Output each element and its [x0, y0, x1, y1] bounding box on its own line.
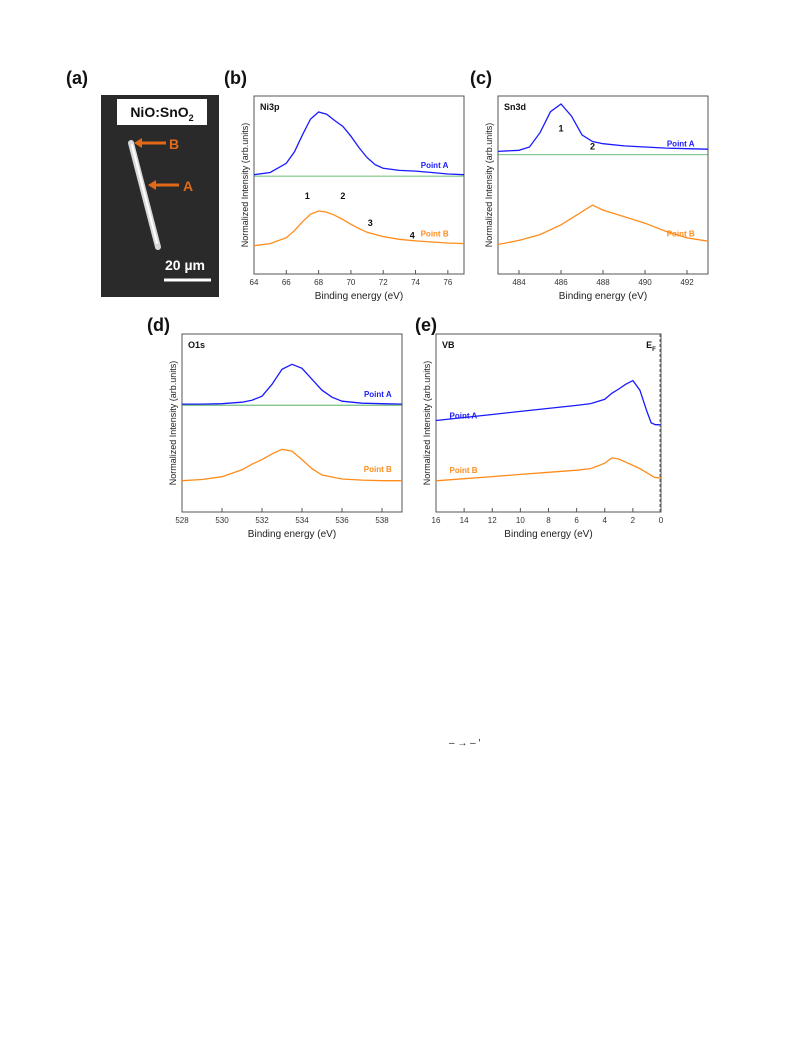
chart-title-b: Ni3p	[260, 102, 280, 112]
series-label: Point A	[667, 140, 695, 149]
series-line-point-a	[253, 111, 465, 176]
x-axis-label: Binding energy (eV)	[315, 291, 403, 302]
x-axis-label: Binding energy (eV)	[248, 529, 336, 540]
chart-o1s: O1s Normalized Intensity (arb.units) 528 53…	[168, 333, 403, 540]
plot-frame	[253, 95, 465, 275]
panel-label-c: (c)	[470, 68, 492, 88]
peak-label: 3	[368, 218, 373, 228]
series-label: Point B	[421, 230, 449, 239]
peak-label: 4	[410, 230, 415, 240]
peak-label: 2	[590, 141, 595, 151]
series-line-point-b	[253, 210, 465, 247]
chart-vb: VB Normalized Intensity (arb.units) 16 14 12…	[422, 333, 664, 540]
y-axis-label: Normalized Intensity (arb.units)	[484, 123, 494, 248]
x-axis-label: Binding energy (eV)	[504, 529, 592, 540]
y-axis-label: Normalized Intensity (arb.units)	[240, 123, 250, 248]
series-label: Point B	[364, 465, 392, 474]
panel-label-d: (d)	[147, 315, 170, 335]
marker-b-label: B	[169, 136, 179, 152]
series-label: Point A	[364, 390, 392, 399]
panel-label-b: (b)	[224, 68, 247, 88]
series-label: Point B	[450, 466, 478, 475]
chart-title-d: O1s	[188, 340, 205, 350]
x-tick-label: 484	[512, 278, 526, 287]
x-tick-label: 536	[335, 516, 349, 525]
series-label: Point A	[421, 161, 449, 170]
x-tick-label: 532	[255, 516, 269, 525]
x-tick-label: 12	[488, 516, 497, 525]
x-tick-label: 10	[516, 516, 525, 525]
panel-label-a: (a)	[66, 68, 88, 88]
x-tick-label: 534	[295, 516, 309, 525]
series-line-point-b	[497, 204, 709, 246]
chart-title-e: VB	[442, 340, 455, 350]
x-tick-label: 486	[554, 278, 568, 287]
x-tick-label: 492	[680, 278, 694, 287]
x-tick-label: 6	[574, 516, 579, 525]
y-axis-label: Normalized Intensity (arb.units)	[422, 361, 432, 486]
plot-frame	[435, 333, 662, 513]
chart-sn3d: Sn3d Normalized Intensity (arb.units) 484 4…	[484, 95, 709, 302]
peak-label: 1	[558, 124, 563, 134]
chart-title-c: Sn3d	[504, 102, 526, 112]
x-tick-label: 16	[432, 516, 441, 525]
x-tick-label: 68	[314, 278, 323, 287]
x-tick-label: 528	[175, 516, 189, 525]
x-tick-label: 0	[659, 516, 664, 525]
x-tick-label: 488	[596, 278, 610, 287]
peak-label: 2	[340, 191, 345, 201]
x-tick-label: 66	[282, 278, 291, 287]
peak-label: 1	[305, 191, 310, 201]
micrograph-panel: NiO:SnO2 B A 20 µm	[101, 95, 219, 297]
series-line-point-b	[435, 457, 662, 482]
x-tick-label: 76	[443, 278, 452, 287]
panel-label-e: (e)	[415, 315, 437, 335]
x-tick-label: 70	[346, 278, 355, 287]
x-axis-label: Binding energy (eV)	[559, 291, 647, 302]
x-tick-label: 64	[250, 278, 259, 287]
x-tick-label: 72	[379, 278, 388, 287]
series-line-point-a	[435, 379, 661, 426]
scale-bar-label: 20 µm	[165, 257, 205, 273]
x-tick-label: 2	[631, 516, 636, 525]
x-tick-label: 530	[215, 516, 229, 525]
fermi-level-label: EF	[646, 340, 656, 353]
series-line-point-b	[181, 448, 402, 482]
micrograph-image: B A 20 µm	[128, 136, 211, 282]
plot-frame	[497, 95, 709, 275]
stray-marks: – → – ′	[449, 738, 481, 749]
series-line-point-a	[497, 103, 709, 153]
series-label: Point A	[450, 412, 478, 421]
y-axis-label: Normalized Intensity (arb.units)	[168, 361, 178, 486]
series-line-point-a	[182, 363, 403, 405]
x-tick-label: 8	[546, 516, 551, 525]
marker-a-label: A	[183, 178, 193, 194]
x-tick-label: 4	[603, 516, 608, 525]
micrograph-title: NiO:SnO2	[117, 99, 207, 125]
series-label: Point B	[667, 229, 695, 238]
plot-frame	[181, 333, 403, 513]
x-tick-label: 74	[411, 278, 420, 287]
x-tick-label: 538	[375, 516, 389, 525]
chart-ni3p: Ni3p Normalized Intensity (arb.units) 64 66…	[240, 95, 465, 302]
x-tick-label: 14	[460, 516, 469, 525]
x-tick-label: 490	[638, 278, 652, 287]
